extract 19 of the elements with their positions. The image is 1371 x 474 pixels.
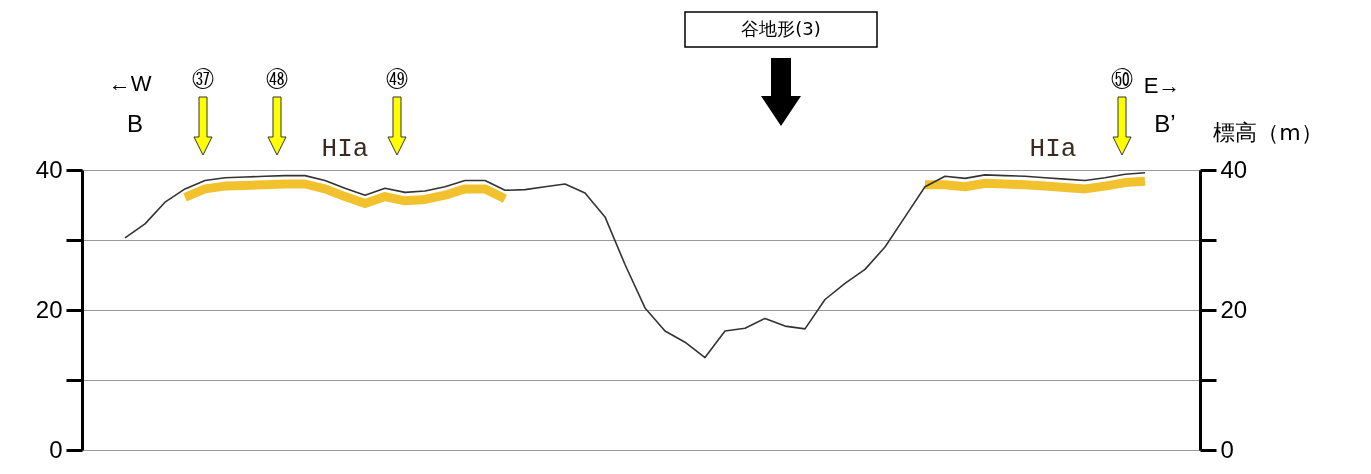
text: B’: [1154, 110, 1176, 137]
text: 谷地形(3): [741, 18, 821, 39]
text: ㊾: [386, 67, 408, 92]
y-tick-label: 20: [35, 295, 63, 323]
text: B: [126, 110, 144, 137]
line-series: [124, 172, 1146, 359]
y-tick-label: 40: [35, 155, 63, 183]
y2-tick-label: 0: [1220, 435, 1234, 463]
text: E→: [1143, 73, 1181, 98]
text: ←W: [108, 71, 152, 96]
text: HIa: [1029, 134, 1077, 164]
text: HIa: [321, 134, 369, 164]
y2-axis-title: 標高（m）: [1213, 120, 1323, 145]
y2-tick-label: 40: [1220, 155, 1248, 183]
y-tick-label: 0: [49, 435, 63, 463]
y2-tick-label: 20: [1220, 295, 1248, 323]
text: ㊽: [266, 67, 288, 92]
text: ㊲: [192, 67, 214, 92]
text: ㊿: [1111, 67, 1133, 92]
